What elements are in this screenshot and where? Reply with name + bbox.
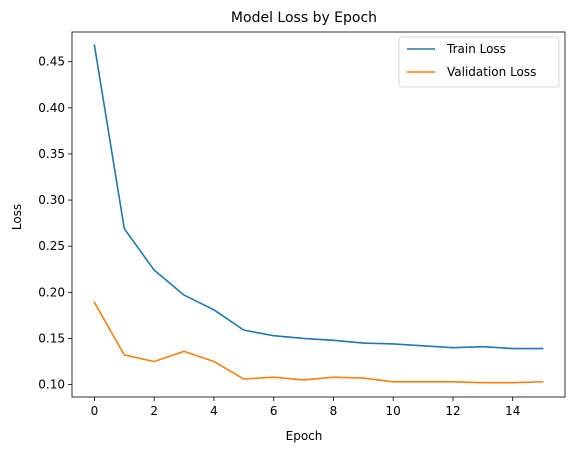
- legend-label: Train Loss: [446, 42, 506, 56]
- y-tick-label: 0.45: [38, 55, 65, 69]
- axes-frame: [71, 31, 566, 398]
- y-tick-label: 0.30: [38, 193, 65, 207]
- x-tick-label: 4: [210, 404, 218, 418]
- y-tick-label: 0.15: [38, 331, 65, 345]
- y-tick-label: 0.10: [38, 378, 65, 392]
- x-axis-ticks: 0 2 4 6 8 10 12 14: [91, 397, 520, 418]
- series-line-train-loss: [93, 44, 544, 350]
- y-tick-label: 0.35: [38, 147, 65, 161]
- chart-title: Model Loss by Epoch: [231, 10, 377, 26]
- x-tick-label: 8: [330, 404, 338, 418]
- x-tick-label: 10: [386, 404, 401, 418]
- y-tick-label: 0.20: [38, 285, 65, 299]
- legend-box: [398, 36, 560, 88]
- series-line-validation-loss: [93, 301, 544, 384]
- y-tick-label: 0.40: [38, 101, 65, 115]
- x-tick-label: 2: [150, 404, 158, 418]
- series-group: [93, 44, 544, 384]
- y-axis-label: Loss: [10, 204, 24, 230]
- y-axis-ticks: 0.10 0.15 0.20 0.25 0.30 0.35 0.40 0.45: [38, 55, 72, 392]
- x-tick-label: 14: [505, 404, 520, 418]
- x-tick-label: 6: [270, 404, 278, 418]
- y-tick-label: 0.25: [38, 239, 65, 253]
- legend: Train Loss Validation Loss: [398, 36, 560, 88]
- x-tick-label: 12: [445, 404, 460, 418]
- x-tick-label: 0: [91, 404, 99, 418]
- x-axis-label: Epoch: [286, 429, 323, 443]
- legend-label: Validation Loss: [447, 65, 536, 79]
